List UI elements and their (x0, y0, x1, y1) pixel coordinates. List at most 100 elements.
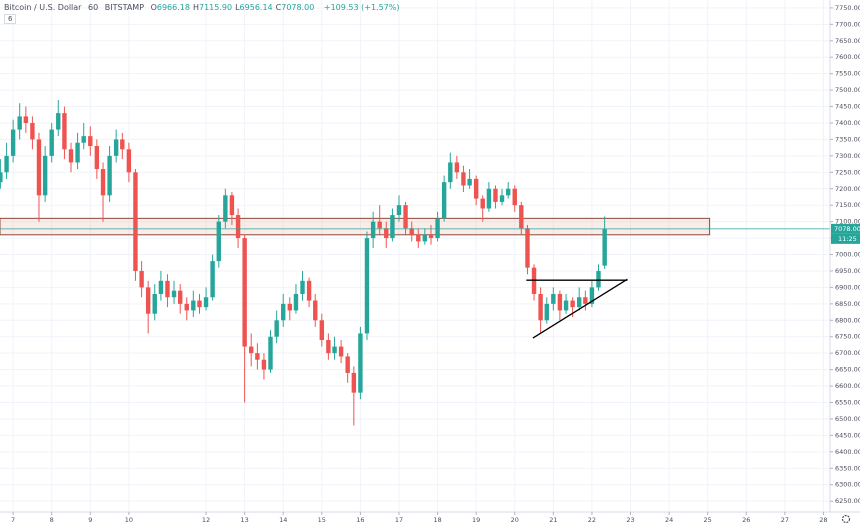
candle-body (345, 356, 350, 373)
y-tick-label: 7250.00 (835, 168, 860, 176)
y-tick-label: 7350.00 (835, 135, 860, 143)
candle-body (223, 195, 228, 222)
candle-body (396, 205, 402, 216)
x-tick-label: 17 (395, 516, 403, 524)
x-tick-label: 27 (781, 516, 789, 524)
indicator-toggle[interactable]: 6 (4, 14, 17, 24)
candle-body (36, 139, 42, 196)
x-tick-label: 25 (704, 516, 712, 524)
y-tick-label: 6300.00 (835, 481, 860, 489)
candle-body (30, 122, 35, 140)
candle-body (332, 346, 337, 354)
candle-body (210, 261, 215, 298)
candle-body (165, 280, 170, 298)
candle-body (551, 293, 556, 304)
candle-body (435, 218, 440, 239)
candle-body (505, 188, 511, 196)
legend-value: 6956.14 (239, 3, 273, 12)
y-tick-label: 7750.00 (835, 4, 860, 12)
y-tick-label: 6950.00 (835, 267, 860, 275)
candle-body (370, 221, 376, 239)
candle-body (300, 280, 305, 294)
x-tick-label: 20 (511, 516, 519, 524)
candle-body (42, 155, 48, 196)
candle-body (461, 172, 466, 186)
candle-body (268, 336, 273, 370)
time-axis (0, 512, 860, 526)
y-tick-label: 6450.00 (835, 431, 860, 439)
y-tick-label: 7450.00 (835, 103, 860, 111)
candle-body (319, 320, 325, 341)
candle-body (377, 221, 382, 229)
x-tick-label: 12 (202, 516, 210, 524)
x-tick-label: 8 (50, 516, 54, 524)
candle-body (563, 300, 569, 311)
legend-value: 7078.00 (281, 3, 315, 12)
y-tick-label: 6350.00 (835, 464, 860, 472)
legend-key: O (150, 3, 157, 12)
candle-body (576, 297, 582, 308)
ohlc-legend: O6966.18 H7115.90 L6956.14 C7078.00 (151, 3, 318, 12)
candle-body (416, 234, 421, 242)
countdown-label: 11:25 (838, 235, 857, 243)
x-tick-label: 18 (433, 516, 441, 524)
candle-body (235, 215, 241, 239)
candle-body (75, 142, 80, 163)
legend-value: 7115.90 (198, 3, 233, 12)
candle-body (274, 320, 279, 337)
legend-value: 6966.18 (156, 3, 190, 12)
x-tick-label: 14 (279, 516, 287, 524)
y-tick-label: 6900.00 (835, 283, 860, 291)
y-tick-label: 7150.00 (835, 201, 860, 209)
candle-body (493, 188, 498, 202)
countdown-tag (831, 233, 860, 244)
y-tick-label: 6400.00 (835, 448, 860, 456)
candle-body (113, 139, 119, 156)
candle-body (570, 300, 575, 308)
y-tick-label: 7200.00 (835, 185, 860, 193)
price-zone (0, 217, 711, 236)
y-tick-label: 6700.00 (835, 349, 860, 357)
price-axis (830, 0, 860, 512)
candle-body (133, 172, 138, 271)
x-tick-label: 26 (742, 516, 750, 524)
candle-body (184, 303, 189, 311)
candle-body (519, 205, 524, 229)
y-tick-label: 6250.00 (835, 497, 860, 505)
x-tick-label: 19 (472, 516, 480, 524)
candle-body (197, 300, 202, 308)
candle-body (139, 270, 144, 288)
last-price-tag (831, 223, 860, 234)
candle-body (120, 139, 125, 150)
candle-body (441, 182, 447, 219)
candle-body (81, 136, 86, 143)
candle-body (293, 293, 299, 311)
candle-body (94, 146, 100, 170)
candle-body (287, 303, 292, 311)
y-tick-label: 6850.00 (835, 300, 860, 308)
candle-body (467, 178, 472, 186)
x-tick-label: 28 (819, 516, 827, 524)
y-tick-label: 7700.00 (835, 20, 860, 28)
candle-body (203, 297, 209, 308)
candle-body (177, 290, 183, 304)
x-tick-label: 23 (626, 516, 634, 524)
candle-body (384, 228, 389, 239)
last-price-label: 7078.00 (834, 225, 860, 233)
candle-body (261, 359, 267, 370)
y-tick-label: 7000.00 (835, 251, 860, 259)
candle-body (4, 155, 9, 173)
x-tick-label: 15 (318, 516, 326, 524)
candle-body (68, 149, 74, 163)
candle-body (499, 195, 505, 202)
candle-body (126, 149, 132, 173)
candle-body (17, 116, 22, 130)
settings-icon[interactable] (841, 514, 851, 524)
candle-body (107, 155, 112, 196)
candle-body (544, 303, 549, 321)
candle-body (62, 113, 67, 150)
candle-body (10, 129, 16, 156)
candle-body (557, 293, 563, 311)
